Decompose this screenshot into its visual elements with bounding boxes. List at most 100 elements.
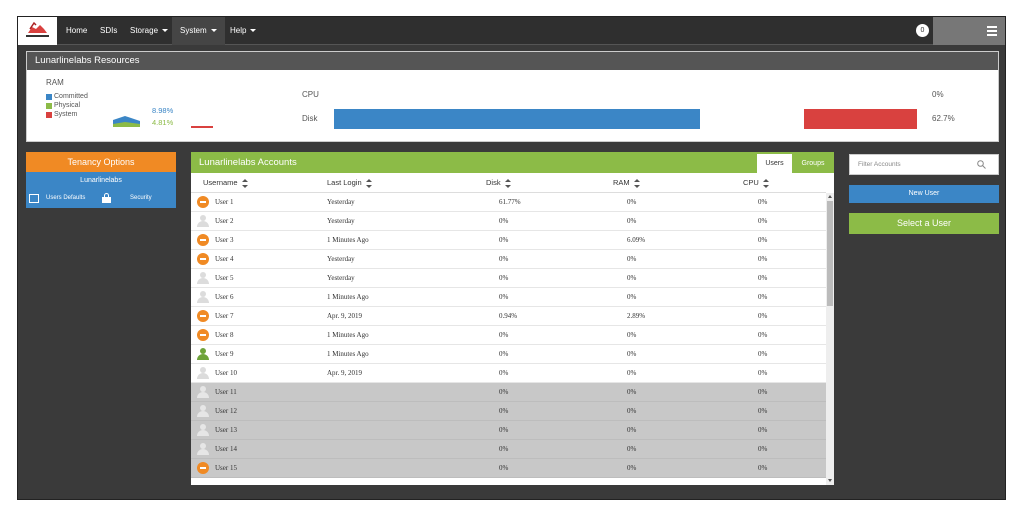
column-header-last-login[interactable]: Last Login — [327, 173, 372, 193]
caret-down-icon — [250, 29, 257, 33]
table-row[interactable]: User 15 0% 0% 0% — [191, 459, 826, 478]
cell-cpu: 0% — [758, 464, 768, 472]
resources-panel: Lunarlinelabs Resources RAM Committed Phy… — [26, 51, 999, 142]
legend-label: Physical — [54, 102, 81, 109]
search-icon[interactable] — [977, 160, 986, 169]
cell-username: User 12 — [215, 407, 237, 415]
user-icon — [197, 348, 209, 360]
logo[interactable] — [18, 17, 57, 45]
nav-item-sdis[interactable]: SDIs — [100, 26, 118, 35]
table-row[interactable]: User 10 Apr. 9, 2019 0% 0% 0% — [191, 364, 826, 383]
table-row[interactable]: User 4 Yesterday 0% 0% 0% — [191, 250, 826, 269]
sort-icon[interactable] — [241, 178, 248, 188]
cell-ram: 6.09% — [627, 236, 646, 244]
cell-cpu: 0% — [758, 217, 768, 225]
table-row[interactable]: User 7 Apr. 9, 2019 0.94% 2.89% 0% — [191, 307, 826, 326]
cell-last-login: 1 Minutes Ago — [327, 293, 369, 301]
cell-username: User 3 — [215, 236, 234, 244]
sort-icon[interactable] — [633, 178, 640, 188]
cell-ram: 0% — [627, 255, 637, 263]
cell-username: User 6 — [215, 293, 234, 301]
cell-disk: 0% — [499, 331, 509, 339]
cpu-value: 0% — [932, 90, 944, 99]
user-icon — [197, 443, 209, 455]
sort-icon[interactable] — [504, 178, 511, 188]
logo-icon — [26, 21, 49, 37]
table-row[interactable]: User 5 Yesterday 0% 0% 0% — [191, 269, 826, 288]
disk-label: Disk — [302, 114, 318, 123]
filter-accounts-input[interactable]: Filter Accounts — [849, 154, 999, 175]
legend-swatch — [46, 94, 52, 100]
cell-last-login: Yesterday — [327, 198, 355, 206]
scrollbar-thumb[interactable] — [827, 201, 833, 306]
cell-disk: 0% — [499, 350, 509, 358]
table-row[interactable]: User 8 1 Minutes Ago 0% 0% 0% — [191, 326, 826, 345]
sort-icon[interactable] — [365, 178, 372, 188]
cell-disk: 0% — [499, 464, 509, 472]
nav-item-help[interactable]: Help — [222, 17, 264, 45]
nav-item-system[interactable]: System — [172, 17, 225, 45]
table-row[interactable]: User 6 1 Minutes Ago 0% 0% 0% — [191, 288, 826, 307]
cell-ram: 0% — [627, 426, 637, 434]
cell-cpu: 0% — [758, 369, 768, 377]
edit-icon[interactable] — [29, 194, 39, 203]
table-row[interactable]: User 14 0% 0% 0% — [191, 440, 826, 459]
cell-last-login: 1 Minutes Ago — [327, 331, 369, 339]
cell-cpu: 0% — [758, 331, 768, 339]
minus-circle-icon — [197, 253, 209, 265]
cell-cpu: 0% — [758, 274, 768, 282]
table-row[interactable]: User 12 0% 0% 0% — [191, 402, 826, 421]
cell-ram: 0% — [627, 293, 637, 301]
cell-ram: 0% — [627, 350, 637, 358]
table-scrollbar[interactable] — [826, 193, 834, 485]
nav-item-storage[interactable]: Storage — [122, 17, 176, 45]
tab-users[interactable]: Users — [757, 154, 792, 173]
cell-username: User 11 — [215, 388, 237, 396]
table-row[interactable]: User 3 1 Minutes Ago 0% 6.09% 0% — [191, 231, 826, 250]
cell-cpu: 0% — [758, 407, 768, 415]
tab-groups[interactable]: Groups — [794, 154, 832, 173]
tenant-name[interactable]: Lunarlinelabs — [80, 177, 122, 184]
table-row[interactable]: User 1 Yesterday 61.77% 0% 0% — [191, 193, 826, 212]
scroll-up-icon[interactable] — [828, 195, 832, 198]
table-row[interactable]: User 2 Yesterday 0% 0% 0% — [191, 212, 826, 231]
minus-circle-icon — [197, 462, 209, 474]
hamburger-menu-button[interactable] — [933, 17, 1005, 45]
cell-disk: 0% — [499, 407, 509, 415]
accounts-table-body: User 1 Yesterday 61.77% 0% 0% User 2 Yesterday… — [191, 193, 826, 485]
table-row[interactable]: User 11 0% 0% 0% — [191, 383, 826, 402]
cell-cpu: 0% — [758, 350, 768, 358]
column-header-ram[interactable]: RAM — [613, 173, 640, 193]
user-icon — [197, 424, 209, 436]
cell-username: User 15 — [215, 464, 237, 472]
scroll-down-icon[interactable] — [828, 479, 832, 482]
table-row[interactable]: User 13 0% 0% 0% — [191, 421, 826, 440]
users-defaults-link[interactable]: Users Defaults — [46, 195, 86, 201]
cell-username: User 5 — [215, 274, 234, 282]
cell-disk: 0% — [499, 274, 509, 282]
cell-ram: 0% — [627, 217, 637, 225]
cell-last-login: Yesterday — [327, 255, 355, 263]
column-header-disk[interactable]: Disk — [486, 173, 511, 193]
app-window: Home SDIs Storage System Help 0 Lunarlinelab… — [17, 16, 1006, 500]
sort-icon[interactable] — [762, 178, 769, 188]
new-user-button[interactable]: New User — [849, 185, 999, 203]
cell-username: User 8 — [215, 331, 234, 339]
select-a-user-button[interactable]: Select a User — [849, 213, 999, 234]
notification-badge[interactable]: 0 — [916, 24, 929, 37]
cell-username: User 9 — [215, 350, 234, 358]
security-link[interactable]: Security — [130, 195, 152, 201]
nav-item-home[interactable]: Home — [66, 26, 88, 35]
cell-ram: 0% — [627, 445, 637, 453]
tenant-box: Lunarlinelabs Users Defaults Security — [26, 172, 176, 208]
cell-cpu: 0% — [758, 388, 768, 396]
cell-disk: 0% — [499, 236, 509, 244]
column-header-cpu[interactable]: CPU — [743, 173, 769, 193]
hamburger-icon — [987, 26, 997, 28]
ram-physical-value: 4.81% — [152, 118, 174, 127]
column-header-username[interactable]: Username — [203, 173, 248, 193]
cell-cpu: 0% — [758, 293, 768, 301]
table-row[interactable]: User 9 1 Minutes Ago 0% 0% 0% — [191, 345, 826, 364]
ram-system-bar — [191, 126, 213, 128]
accounts-title: Lunarlinelabs Accounts — [199, 157, 297, 168]
